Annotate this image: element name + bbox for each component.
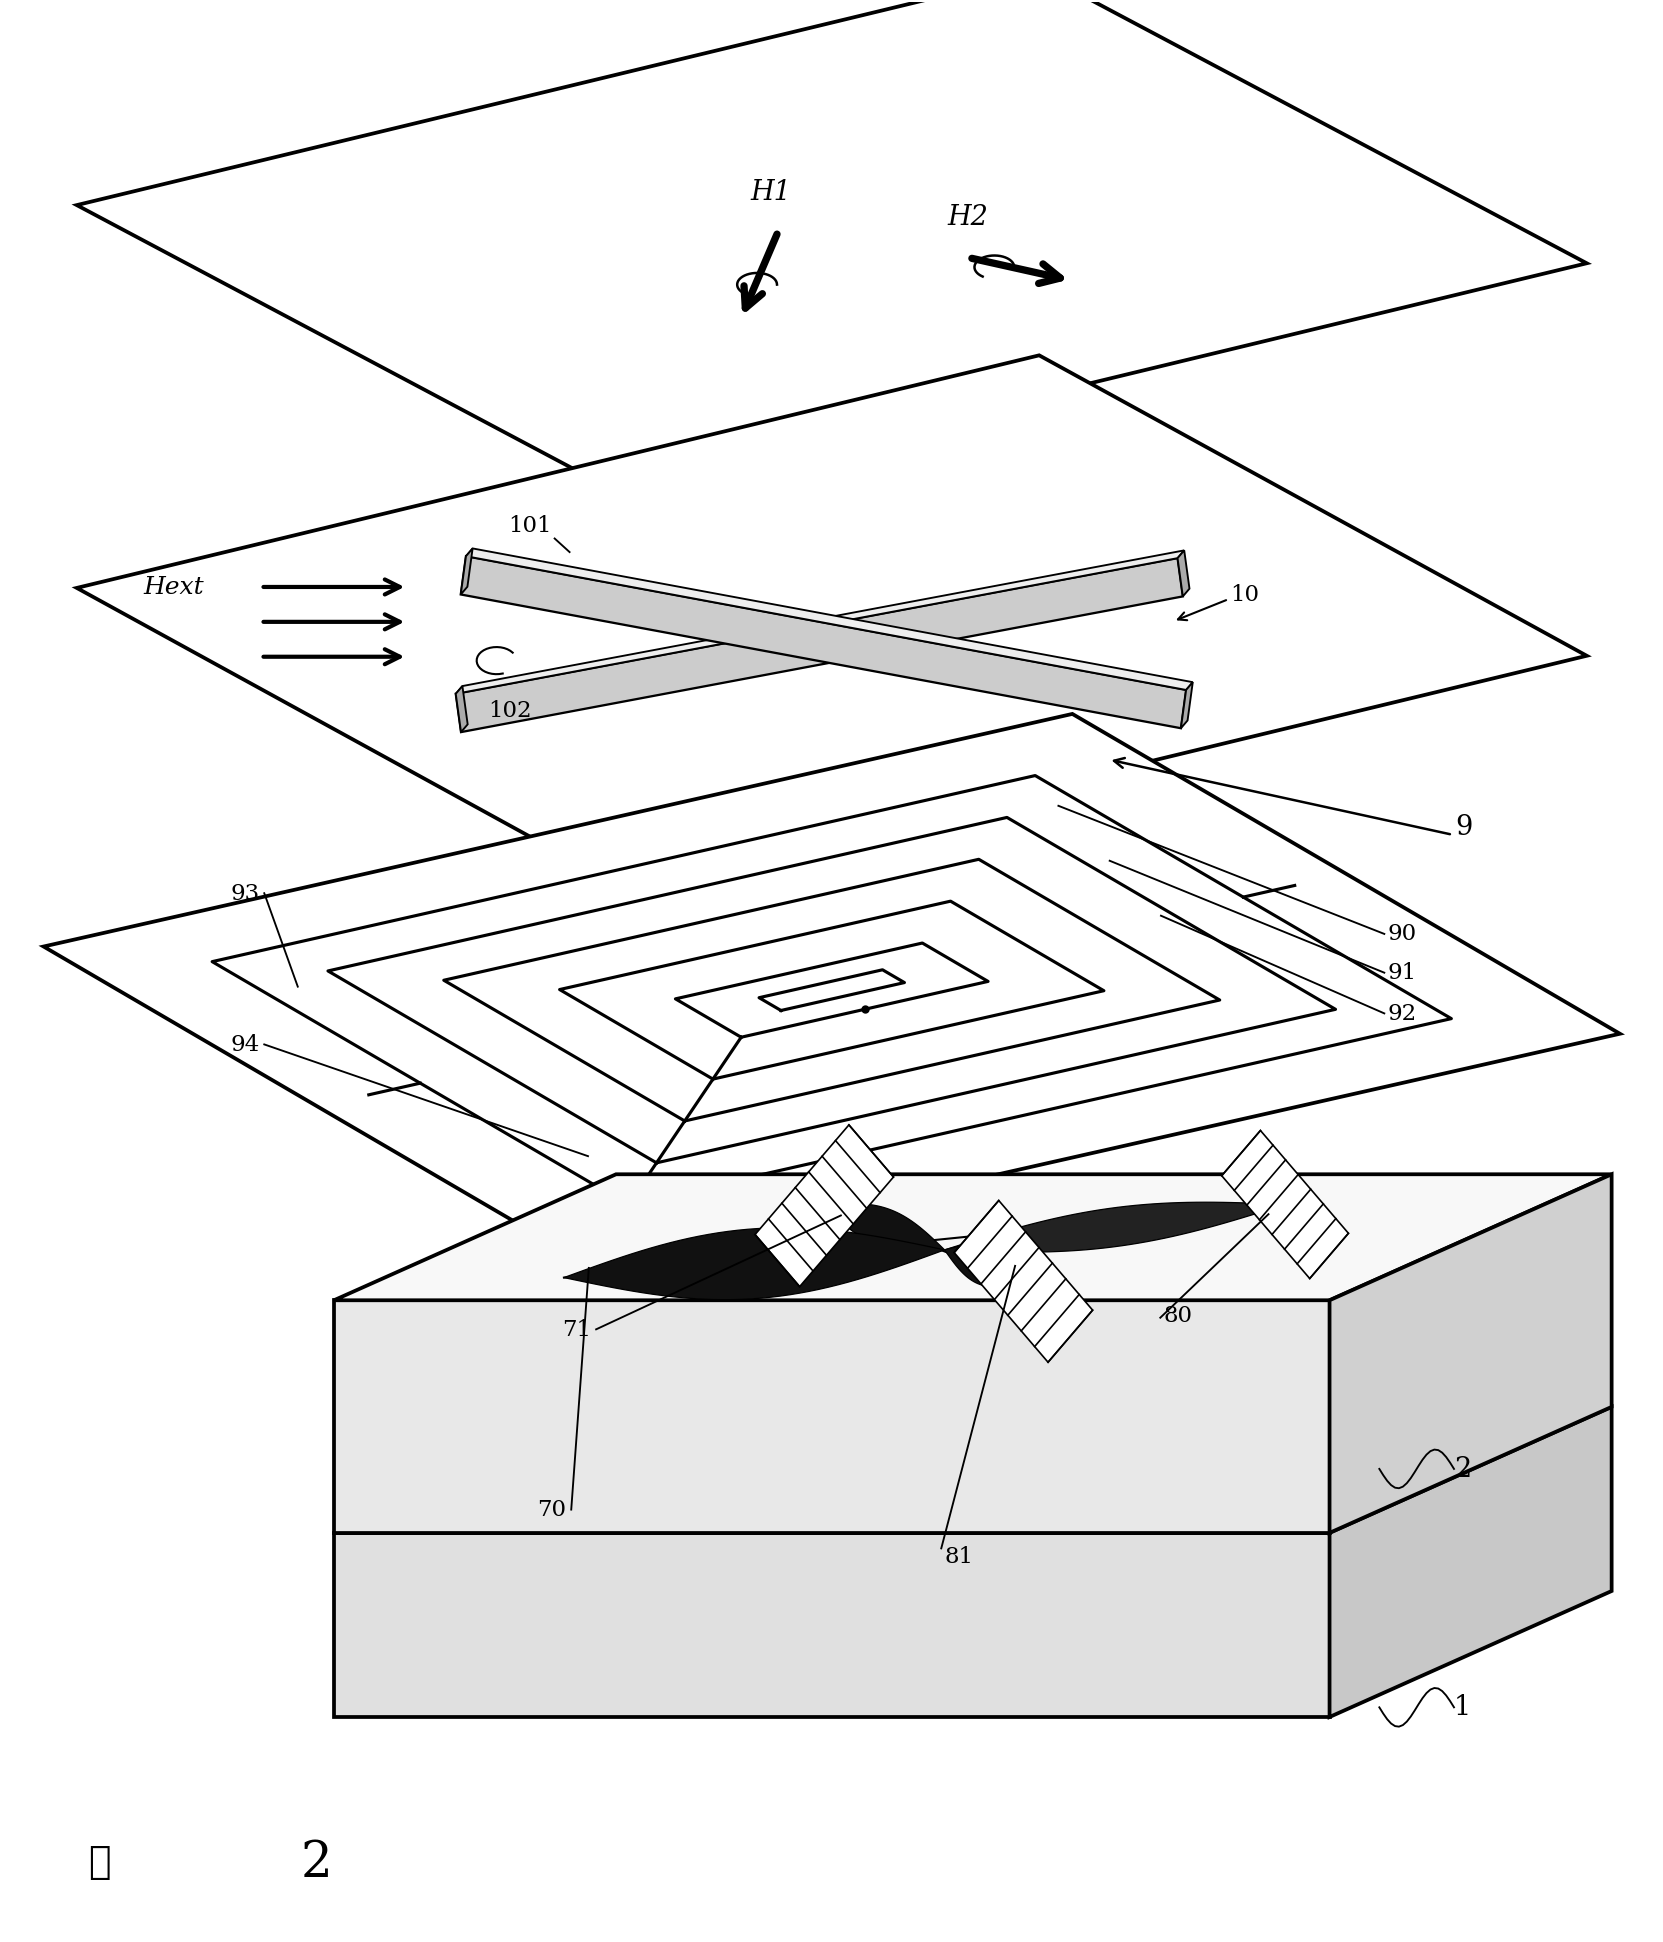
Polygon shape <box>755 1124 893 1288</box>
Polygon shape <box>1329 1408 1611 1717</box>
Polygon shape <box>1181 682 1192 728</box>
Text: 102: 102 <box>489 699 532 722</box>
Polygon shape <box>456 686 467 732</box>
Polygon shape <box>334 1408 1611 1532</box>
Polygon shape <box>461 557 1186 728</box>
Polygon shape <box>1221 1130 1349 1278</box>
Text: 1: 1 <box>1453 1693 1470 1721</box>
Text: 图: 图 <box>88 1845 111 1880</box>
Text: 90: 90 <box>1387 922 1417 946</box>
Text: 9: 9 <box>1455 814 1473 841</box>
Text: 70: 70 <box>537 1499 565 1521</box>
Polygon shape <box>456 552 1184 693</box>
Polygon shape <box>461 550 472 594</box>
Text: 81: 81 <box>945 1546 973 1567</box>
Polygon shape <box>1177 552 1189 596</box>
Text: 91: 91 <box>1387 961 1417 985</box>
Text: 93: 93 <box>229 882 259 905</box>
Text: 2: 2 <box>301 1837 333 1888</box>
Polygon shape <box>334 1175 1611 1301</box>
Polygon shape <box>564 1227 945 1299</box>
Text: 80: 80 <box>1162 1305 1192 1326</box>
Text: 92: 92 <box>1387 1002 1417 1025</box>
Text: H1: H1 <box>750 179 790 206</box>
Polygon shape <box>334 1301 1329 1532</box>
Text: H2: H2 <box>948 204 988 231</box>
Polygon shape <box>334 1532 1329 1717</box>
Polygon shape <box>43 715 1620 1266</box>
Text: 101: 101 <box>507 515 552 536</box>
Polygon shape <box>466 550 1192 689</box>
Text: 94: 94 <box>229 1033 259 1056</box>
Text: 2: 2 <box>1453 1455 1470 1482</box>
Polygon shape <box>1329 1175 1611 1532</box>
Polygon shape <box>76 355 1587 889</box>
Polygon shape <box>945 1202 1285 1253</box>
Polygon shape <box>955 1200 1093 1363</box>
Text: 71: 71 <box>562 1319 590 1340</box>
Polygon shape <box>825 1204 945 1253</box>
Polygon shape <box>945 1245 1023 1288</box>
Text: 10: 10 <box>1229 585 1259 606</box>
Polygon shape <box>456 559 1182 732</box>
Text: Hext: Hext <box>143 577 203 598</box>
Polygon shape <box>76 0 1587 497</box>
